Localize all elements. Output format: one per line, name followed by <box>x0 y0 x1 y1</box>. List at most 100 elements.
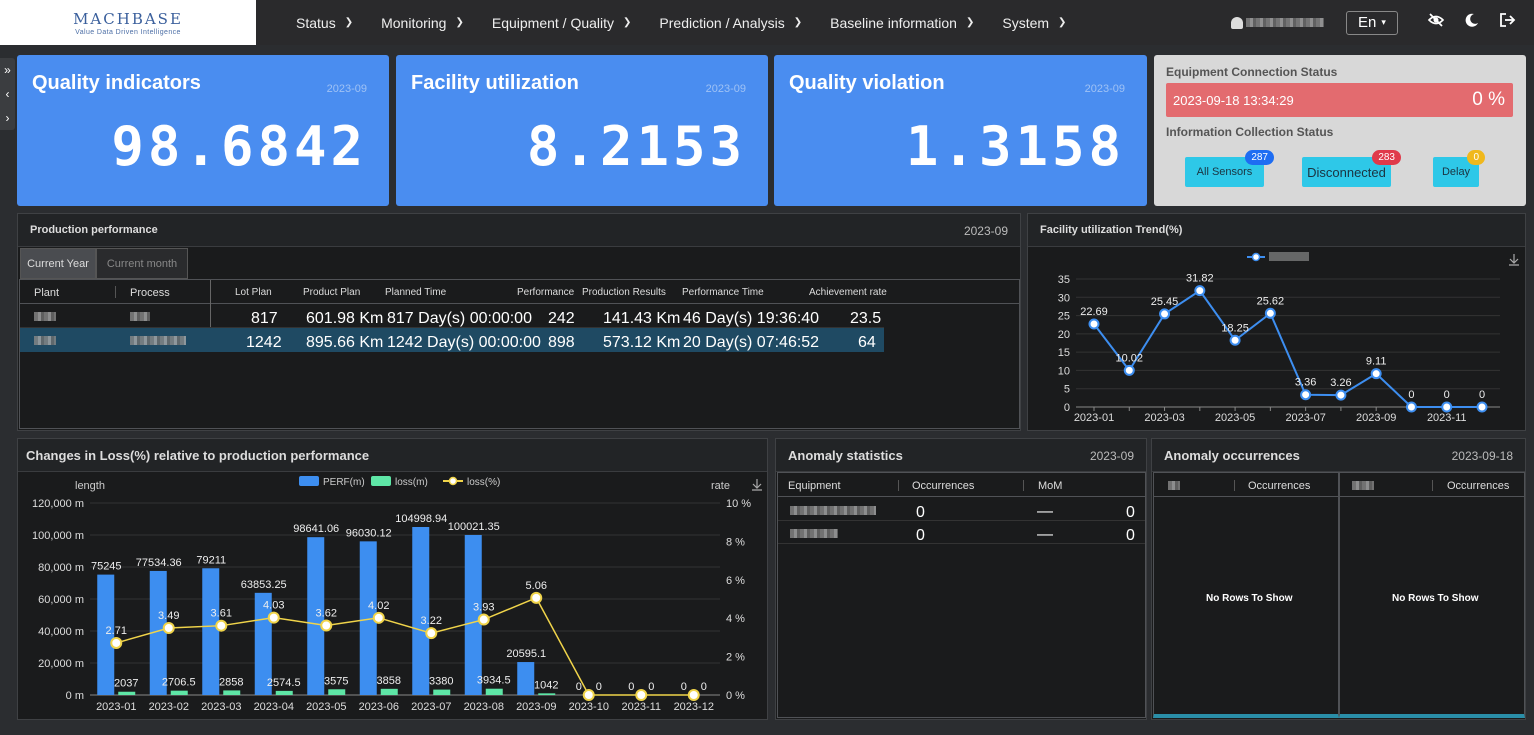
table-row[interactable]: 0 — 0 <box>778 498 1145 521</box>
col-occurrences[interactable]: Occurrences <box>912 480 975 492</box>
bar-perf-label: 0 <box>681 681 687 693</box>
logout-icon[interactable] <box>1490 12 1526 33</box>
download-icon[interactable] <box>1509 254 1519 266</box>
data-label: 3.26 <box>1330 377 1351 389</box>
disconnected-badge: 283 <box>1372 150 1401 165</box>
rate-point <box>530 591 543 604</box>
col-performance-time[interactable]: Performance Time <box>682 287 764 298</box>
table-row-selected[interactable]: 1242 895.66 Km 1242 Day(s) 00:00:00 898 … <box>20 328 884 352</box>
bar-loss <box>433 689 451 695</box>
eye-off-icon[interactable] <box>1418 11 1454 34</box>
col-planned-time[interactable]: Planned Time <box>385 287 447 298</box>
user-menu[interactable] <box>1231 16 1324 29</box>
col-equipment[interactable]: Equipment <box>788 480 841 492</box>
col-lot-plan[interactable]: Lot Plan <box>235 287 272 298</box>
y-tick-label-left: 60,000 m <box>38 594 84 606</box>
nav-monitoring[interactable]: Monitoring ❯ <box>367 15 478 31</box>
cell-planned-time: 1242 Day(s) 00:00:00 <box>387 334 541 351</box>
y-tick-label: 35 <box>1058 274 1070 286</box>
sidebar-toggle[interactable]: » ‹ › <box>0 58 15 130</box>
nav-baseline-information[interactable]: Baseline information ❯ <box>816 15 988 31</box>
data-point <box>1441 401 1453 413</box>
x-tick-label: 2023-09 <box>516 701 556 713</box>
tab-current-month[interactable]: Current month <box>96 248 188 279</box>
anomaly-occurrences-table-left: Occurrences No Rows To Show <box>1153 472 1339 718</box>
data-point <box>1264 307 1276 319</box>
panel-date: 2023-09 <box>963 224 1008 238</box>
kpi-quality-indicators: Quality indicators 2023-09 98.6842 <box>17 55 389 206</box>
language-select[interactable]: En ▾ <box>1346 10 1398 35</box>
col-occurrences[interactable]: Occurrences <box>1447 480 1510 492</box>
col-plant[interactable]: Plant <box>34 287 60 299</box>
button-label: All Sensors <box>1196 166 1253 178</box>
nav-prediction-analysis[interactable]: Prediction / Analysis ❯ <box>645 15 816 31</box>
rate-point <box>425 627 438 640</box>
double-chevron-right-icon[interactable]: » <box>4 63 11 77</box>
connection-title: Equipment Connection Status <box>1166 65 1338 79</box>
tab-current-year[interactable]: Current Year <box>20 248 96 279</box>
nav-status[interactable]: Status ❯ <box>282 15 367 31</box>
y-tick-label-left: 0 m <box>66 690 84 702</box>
bar-perf <box>149 570 167 695</box>
col-achievement-rate[interactable]: Achievement rate <box>809 287 887 298</box>
bar-perf <box>202 568 220 695</box>
y-tick-label: 5 <box>1064 384 1070 396</box>
panel-date: 2023-09-18 <box>1451 449 1513 463</box>
panel-header: Anomaly occurrences 2023-09-18 <box>1152 439 1525 472</box>
y-tick-label-left: 80,000 m <box>38 562 84 574</box>
facility-trend-panel: Facility utilization Trend(%) 0 5 10 15 20 25… <box>1027 213 1526 431</box>
panel-header: Facility utilization Trend(%) <box>1028 214 1525 247</box>
bar-loss-label: 3934.5 <box>477 675 511 687</box>
all-sensors-button[interactable]: All Sensors 287 <box>1185 150 1274 187</box>
col-production-results[interactable]: Production Results <box>582 287 666 298</box>
kpi-title: Quality indicators <box>32 72 201 94</box>
nav-label: Monitoring <box>381 14 447 31</box>
delay-button[interactable]: Delay 0 <box>1433 150 1485 187</box>
cell-performance-time: 46 Day(s) 19:36:40 <box>683 310 820 327</box>
chevron-down-icon: ❯ <box>793 17 803 28</box>
rate-label: 2.71 <box>106 625 127 637</box>
moon-icon[interactable] <box>1454 12 1490 33</box>
button-label: Disconnected <box>1307 164 1386 180</box>
connection-datetime: 2023-09-18 13:34:29 <box>1173 93 1294 108</box>
nav-equipment-quality[interactable]: Equipment / Quality ❯ <box>478 15 646 31</box>
loss-chart-panel: Changes in Loss(%) relative to productio… <box>17 438 768 720</box>
header-redacted <box>1352 481 1374 490</box>
top-bar: MACHBASE Value Data Driven Intelligence … <box>0 0 1534 45</box>
chevron-right-icon[interactable]: › <box>5 111 10 125</box>
col-occurrences[interactable]: Occurrences <box>1248 480 1311 492</box>
panel-header: Production performance 2023-09 <box>18 214 1020 247</box>
col-product-plan[interactable]: Product Plan <box>303 287 361 298</box>
data-point <box>1476 401 1488 413</box>
col-performance[interactable]: Performance <box>517 287 575 298</box>
chevron-left-icon[interactable]: ‹ <box>5 87 10 101</box>
rate-line <box>116 596 694 696</box>
data-point <box>1088 318 1100 330</box>
bar-perf-label: 63853.25 <box>241 579 287 591</box>
legend-label-redacted <box>1269 252 1309 261</box>
kpi-quality-violation: Quality violation 2023-09 1.3158 <box>774 55 1147 206</box>
download-icon[interactable] <box>752 479 762 491</box>
data-label: 0 <box>1444 389 1450 401</box>
x-tick-label: 2023-06 <box>359 701 399 713</box>
x-tick-label: 2023-05 <box>1215 412 1255 424</box>
legend-label: PERF(m) <box>323 477 365 488</box>
nav-system[interactable]: System ❯ <box>988 15 1080 31</box>
data-point <box>1194 285 1206 297</box>
logo[interactable]: MACHBASE Value Data Driven Intelligence <box>0 0 256 45</box>
bar-loss <box>170 690 188 695</box>
col-mom[interactable]: MoM <box>1038 480 1063 492</box>
disconnected-button[interactable]: Disconnected 283 <box>1302 150 1401 187</box>
anomaly-occurrences-table-right: Occurrences No Rows To Show <box>1339 472 1525 718</box>
col-process[interactable]: Process <box>130 287 170 299</box>
bar-loss-label: 2706.5 <box>162 677 196 689</box>
bar-perf-label: 98641.06 <box>293 523 339 535</box>
logo-subtitle: Value Data Driven Intelligence <box>75 28 181 36</box>
legend-swatch <box>371 476 391 486</box>
rate-point <box>582 689 595 701</box>
cell-performance: 898 <box>548 334 575 351</box>
chevron-down-icon: ❯ <box>1058 17 1067 28</box>
data-label: 25.45 <box>1151 296 1179 308</box>
table-row[interactable]: 0 — 0 <box>778 521 1145 544</box>
table-row[interactable]: 817 601.98 Km 817 Day(s) 00:00:00 242 14… <box>20 304 884 328</box>
